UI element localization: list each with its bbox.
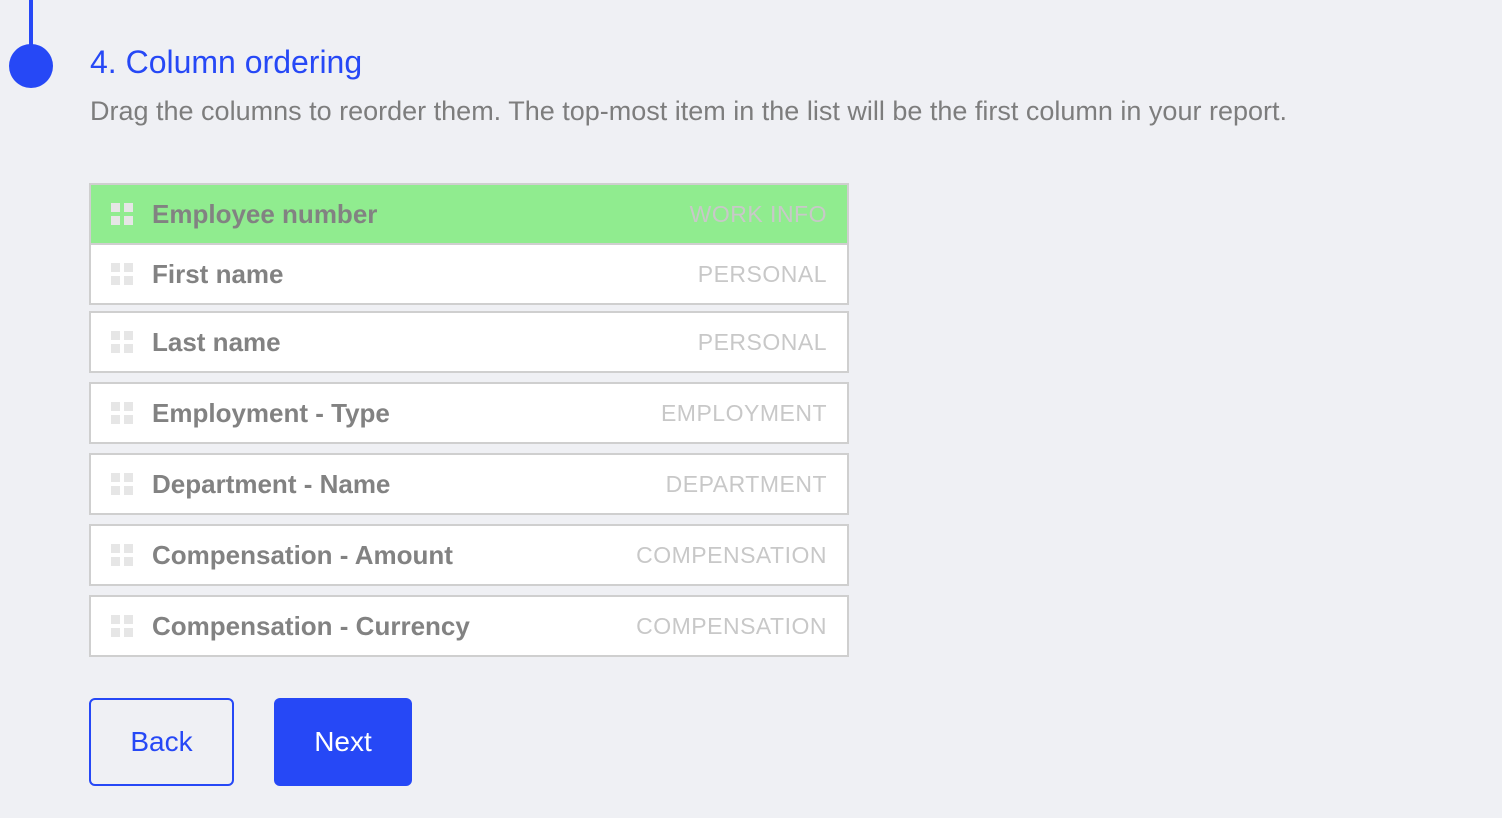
column-item[interactable]: Compensation - Amount COMPENSATION bbox=[89, 524, 849, 586]
column-name: Last name bbox=[152, 326, 281, 357]
column-item[interactable]: Last name PERSONAL bbox=[89, 311, 849, 373]
column-category: DEPARTMENT bbox=[665, 470, 827, 497]
drag-handle-icon[interactable] bbox=[111, 402, 133, 424]
column-name: Employee number bbox=[152, 198, 378, 229]
drag-handle-icon[interactable] bbox=[111, 544, 133, 566]
column-category: WORK INFO bbox=[689, 200, 827, 227]
drag-handle-icon[interactable] bbox=[111, 473, 133, 495]
drag-handle-icon[interactable] bbox=[111, 203, 133, 225]
column-item[interactable]: Employment - Type EMPLOYMENT bbox=[89, 382, 849, 444]
stepper-line bbox=[29, 0, 33, 50]
next-button[interactable]: Next bbox=[274, 698, 412, 786]
column-name: Compensation - Currency bbox=[152, 610, 470, 641]
step-description: Drag the columns to reorder them. The to… bbox=[90, 96, 1287, 126]
step-title: 4. Column ordering bbox=[90, 44, 363, 80]
column-item[interactable]: First name PERSONAL bbox=[89, 243, 849, 305]
column-category: EMPLOYMENT bbox=[660, 399, 827, 426]
column-category: COMPENSATION bbox=[636, 612, 827, 639]
column-item[interactable]: Employee number WORK INFO bbox=[89, 183, 849, 245]
column-category: PERSONAL bbox=[697, 328, 827, 355]
column-name: Compensation - Amount bbox=[152, 539, 453, 570]
back-button[interactable]: Back bbox=[89, 698, 234, 786]
column-name: First name bbox=[152, 258, 284, 289]
step-indicator-dot bbox=[9, 44, 53, 88]
column-item[interactable]: Compensation - Currency COMPENSATION bbox=[89, 595, 849, 657]
column-item[interactable]: Department - Name DEPARTMENT bbox=[89, 453, 849, 515]
drag-handle-icon[interactable] bbox=[111, 331, 133, 353]
column-category: PERSONAL bbox=[697, 260, 827, 287]
column-category: COMPENSATION bbox=[636, 541, 827, 568]
column-name: Employment - Type bbox=[152, 397, 390, 428]
column-name: Department - Name bbox=[152, 468, 391, 499]
drag-handle-icon[interactable] bbox=[111, 615, 133, 637]
drag-handle-icon[interactable] bbox=[111, 263, 133, 285]
